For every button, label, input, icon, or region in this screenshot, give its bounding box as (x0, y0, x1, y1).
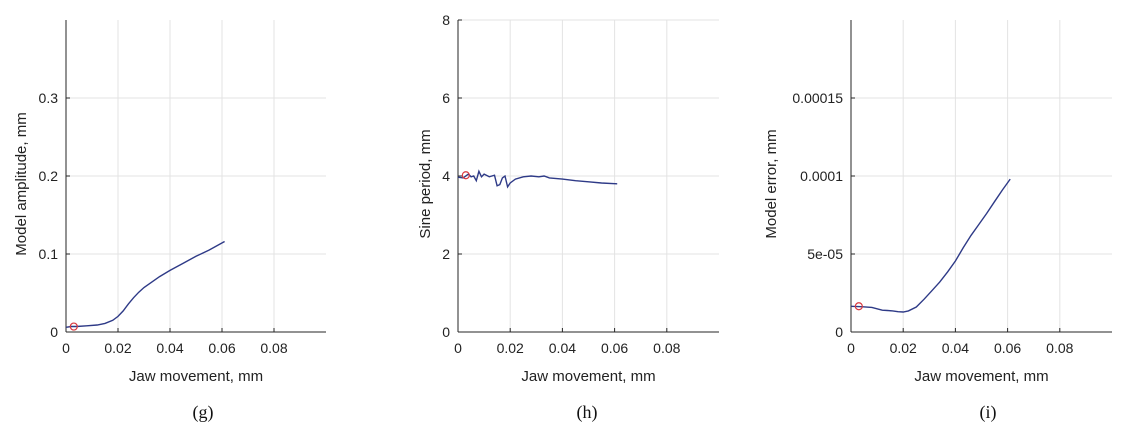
panel-caption: (h) (577, 402, 598, 423)
y-tick-label: 4 (442, 168, 450, 184)
y-tick-label: 0 (835, 324, 843, 340)
panel-caption: (g) (193, 402, 214, 423)
chart-panel-h: 0 0.02 0.04 0.06 0.08 0 2 4 6 8 Jaw movement, mm Si… (417, 12, 719, 423)
x-tick-label: 0 (847, 340, 855, 356)
x-axis-label: Jaw movement, mm (521, 368, 655, 385)
x-tick-label: 0.08 (653, 340, 680, 356)
x-tick-label: 0.04 (942, 340, 969, 356)
series-line (850, 178, 1011, 313)
x-tick-label: 0.08 (1046, 340, 1073, 356)
y-tick-label: 2 (442, 246, 450, 262)
x-tick-label: 0.06 (601, 340, 628, 356)
start-point-marker (69, 322, 78, 331)
y-axis-label: Model amplitude, mm (13, 112, 30, 255)
x-tick-label: 0.04 (549, 340, 576, 356)
x-tick-label: 0.02 (890, 340, 917, 356)
y-tick-label: 6 (442, 90, 450, 106)
start-point-marker (854, 302, 863, 311)
y-tick-label: 0.0001 (800, 168, 843, 184)
y-tick-label: 0.2 (39, 168, 59, 184)
y-tick-label: 8 (442, 12, 450, 28)
x-tick-label: 0.02 (497, 340, 524, 356)
x-axis-label: Jaw movement, mm (129, 368, 263, 385)
x-tick-label: 0.04 (156, 340, 183, 356)
x-tick-label: 0 (62, 340, 70, 356)
y-axis-label: Model error, mm (763, 129, 780, 238)
x-tick-label: 0 (454, 340, 462, 356)
x-tick-label: 0.08 (260, 340, 287, 356)
y-tick-label: 5e-05 (807, 246, 843, 262)
y-tick-label: 0 (50, 324, 58, 340)
x-tick-label: 0.06 (208, 340, 235, 356)
series-line (65, 240, 225, 328)
y-tick-label: 0.1 (39, 246, 59, 262)
chart-panel-g: 0 0.02 0.04 0.06 0.08 0 0.1 0.2 0.3 Jaw movement,… (13, 20, 326, 423)
x-tick-label: 0.06 (994, 340, 1021, 356)
y-tick-label: 0.00015 (792, 90, 843, 106)
y-tick-label: 0 (442, 324, 450, 340)
chart-panel-i: 0 0.02 0.04 0.06 0.08 0 5e-05 0.0001 0.00015 Jaw … (763, 20, 1112, 423)
series-line (457, 169, 618, 189)
y-axis-label: Sine period, mm (417, 129, 434, 238)
y-tick-label: 0.3 (39, 90, 59, 106)
x-tick-label: 0.02 (104, 340, 131, 356)
x-axis-label: Jaw movement, mm (914, 368, 1048, 385)
start-point-marker (461, 171, 470, 180)
panel-caption: (i) (980, 402, 997, 423)
